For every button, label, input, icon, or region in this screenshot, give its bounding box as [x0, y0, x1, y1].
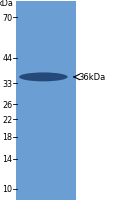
Text: 26: 26 [2, 100, 12, 109]
Text: 22: 22 [2, 115, 12, 124]
Text: 10: 10 [2, 184, 12, 193]
Ellipse shape [19, 73, 68, 82]
Bar [16, 2, 76, 200]
Text: 36kDa: 36kDa [79, 73, 106, 82]
Text: 70: 70 [2, 14, 12, 22]
Text: 14: 14 [2, 155, 12, 164]
Text: 44: 44 [2, 54, 12, 63]
Text: kDa: kDa [0, 0, 14, 8]
Text: 18: 18 [2, 133, 12, 142]
Text: 33: 33 [2, 79, 12, 88]
